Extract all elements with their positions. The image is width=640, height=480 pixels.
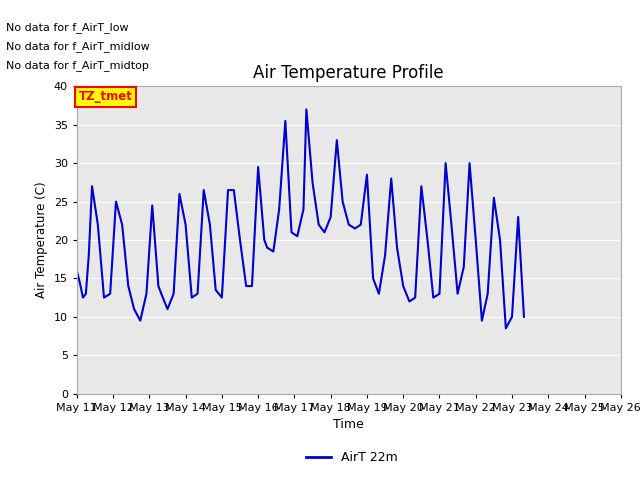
Text: No data for f_AirT_midlow: No data for f_AirT_midlow [6, 41, 150, 52]
Legend: AirT 22m: AirT 22m [301, 446, 403, 469]
Text: No data for f_AirT_low: No data for f_AirT_low [6, 22, 129, 33]
Text: TZ_tmet: TZ_tmet [79, 90, 132, 103]
Text: No data for f_AirT_midtop: No data for f_AirT_midtop [6, 60, 149, 71]
X-axis label: Time: Time [333, 418, 364, 431]
Title: Air Temperature Profile: Air Temperature Profile [253, 64, 444, 82]
Y-axis label: Air Temperature (C): Air Temperature (C) [35, 182, 48, 298]
